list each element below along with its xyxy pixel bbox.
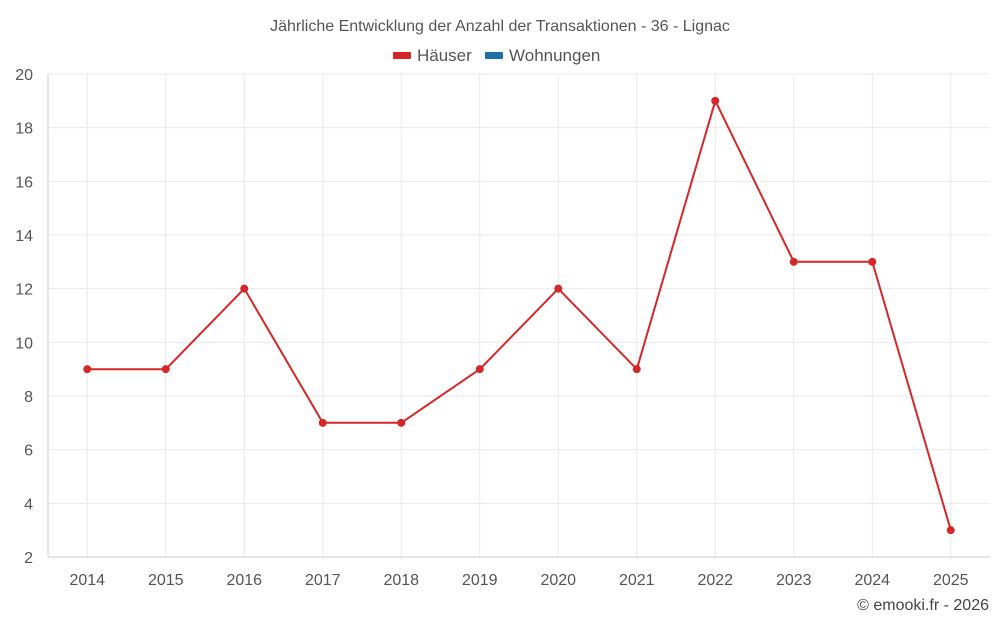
y-axis: 2 4 6 8 10 12 14 16 18 20	[15, 67, 49, 567]
data-point[interactable]	[475, 365, 484, 374]
data-point[interactable]	[83, 365, 92, 374]
legend-swatch-hauser	[393, 52, 411, 59]
data-point[interactable]	[868, 257, 877, 266]
x-tick-label: 2020	[540, 572, 576, 589]
x-tick-label: 2023	[776, 572, 812, 589]
x-tick-label: 2018	[383, 572, 419, 589]
x-tick-label: 2022	[697, 572, 733, 589]
y-tick-label: 12	[15, 282, 33, 299]
data-point[interactable]	[161, 365, 170, 374]
data-point[interactable]	[632, 365, 641, 374]
y-tick-label: 8	[24, 389, 33, 406]
x-tick-label: 2017	[305, 572, 341, 589]
grid	[48, 73, 990, 557]
y-tick-label: 14	[15, 228, 33, 245]
legend: Häuser Wohnungen	[393, 46, 600, 65]
legend-label-hauser[interactable]: Häuser	[417, 46, 472, 65]
y-tick-label: 10	[15, 335, 33, 352]
y-tick-label: 6	[24, 443, 33, 460]
data-point[interactable]	[711, 96, 720, 105]
y-tick-label: 4	[24, 496, 33, 513]
x-tick-label: 2019	[462, 572, 498, 589]
x-tick-label: 2016	[226, 572, 262, 589]
x-tick-label: 2024	[854, 572, 890, 589]
series-line-0	[87, 99, 952, 531]
x-tick-label: 2025	[933, 572, 969, 589]
x-axis: 2014 2015 2016 2017 2018 2019 2020 2021 2022 2023…	[48, 556, 990, 589]
y-tick-label: 2	[24, 550, 33, 567]
data-point[interactable]	[946, 526, 955, 535]
legend-label-wohnungen[interactable]: Wohnungen	[509, 46, 600, 65]
credit-text: © emooki.fr - 2026	[857, 597, 989, 614]
series-layer	[83, 96, 955, 535]
data-point[interactable]	[240, 284, 249, 293]
x-tick-label: 2021	[619, 572, 655, 589]
y-tick-label: 18	[15, 121, 33, 138]
data-point[interactable]	[397, 418, 406, 427]
chart-title: Jährliche Entwicklung der Anzahl der Tra…	[270, 18, 730, 35]
x-tick-label: 2015	[148, 572, 184, 589]
y-tick-label: 20	[15, 67, 33, 84]
y-tick-label: 16	[15, 174, 33, 191]
legend-swatch-wohnungen	[485, 52, 503, 59]
data-point[interactable]	[554, 284, 563, 293]
data-point[interactable]	[318, 418, 327, 427]
data-point[interactable]	[789, 257, 798, 266]
x-tick-label: 2014	[69, 572, 105, 589]
